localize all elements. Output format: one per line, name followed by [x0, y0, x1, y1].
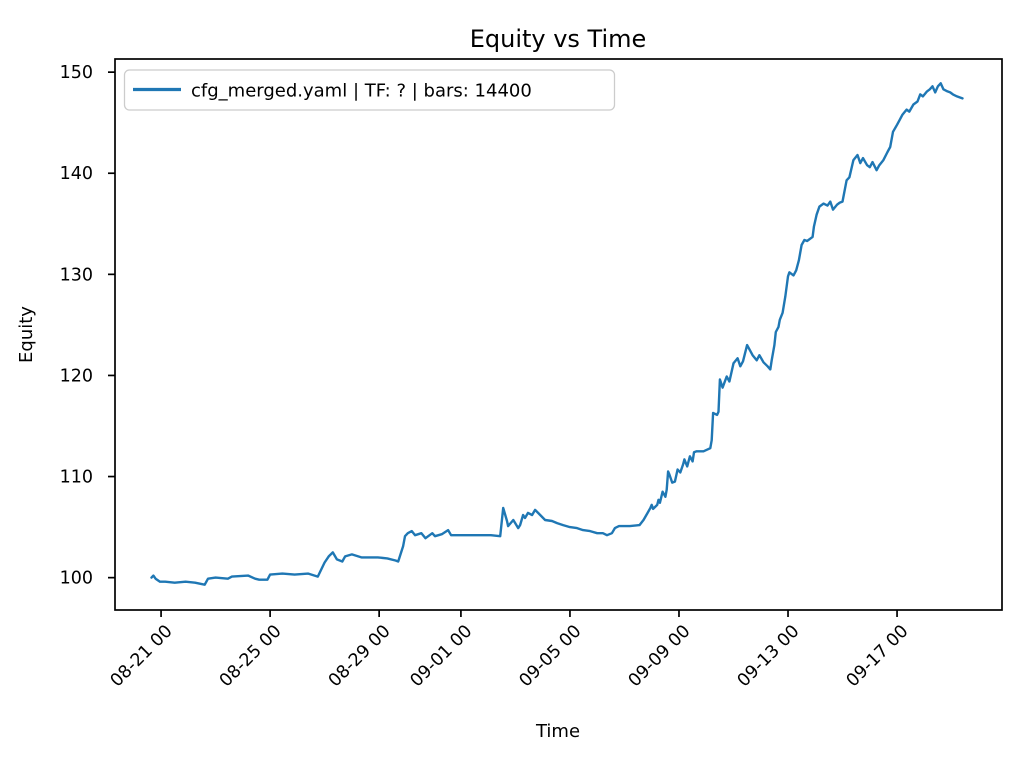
y-tick-label: 130 — [60, 265, 93, 285]
y-tick-label: 150 — [60, 63, 93, 83]
y-axis-ticks: 100 110 120 130 140 150 — [60, 63, 115, 589]
legend-box — [123, 69, 616, 111]
legend-entry-label: cfg_merged.yaml | TF: ? | bars: 14400 — [191, 81, 532, 102]
x-axis-label: Time — [535, 721, 580, 742]
legend: cfg_merged.yaml | TF: ? | bars: 14400 — [123, 69, 616, 111]
equity-line-series — [150, 82, 964, 586]
chart-title: Equity vs Time — [470, 25, 647, 53]
y-axis-label: Equity — [16, 306, 37, 363]
y-tick-label: 140 — [60, 164, 93, 184]
plot-area-spines — [114, 58, 1003, 611]
y-tick-label: 110 — [60, 468, 93, 488]
y-tick-label: 120 — [60, 366, 93, 386]
y-tick-label: 100 — [60, 569, 93, 589]
